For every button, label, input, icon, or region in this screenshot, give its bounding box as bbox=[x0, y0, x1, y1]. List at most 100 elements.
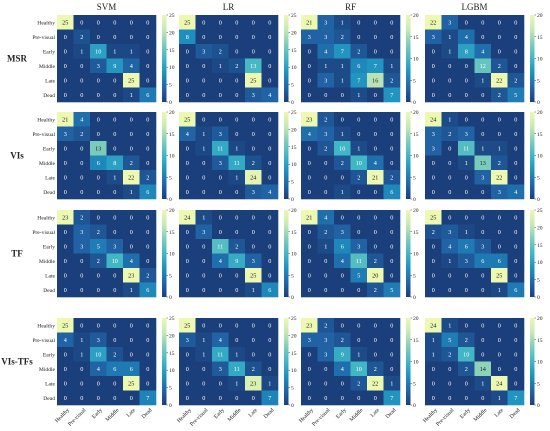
cell-value: 10 bbox=[112, 258, 118, 265]
predicted-class-label: Pre-visual bbox=[67, 407, 88, 428]
cell-value: 0 bbox=[481, 20, 484, 27]
cell-value: 2 bbox=[341, 160, 344, 167]
cell-value: 0 bbox=[481, 337, 484, 344]
heatmap-cell bbox=[261, 224, 279, 240]
colorbar bbox=[284, 210, 289, 297]
cell-value: 0 bbox=[268, 258, 271, 265]
heatmap-cell bbox=[317, 210, 335, 225]
heatmap-cell bbox=[317, 112, 335, 127]
cell-value: 0 bbox=[202, 34, 205, 41]
cell-value: 4 bbox=[308, 131, 311, 138]
heatmap-cell bbox=[139, 376, 157, 391]
heatmap-cell bbox=[301, 332, 318, 348]
feature-set-label-msr: MSR bbox=[7, 54, 28, 64]
cell-value: 0 bbox=[390, 244, 393, 251]
cell-value: 0 bbox=[80, 273, 83, 280]
true-class-label: Pre-visual bbox=[32, 230, 55, 236]
heatmap-cell bbox=[73, 347, 91, 362]
cell-value: 8 bbox=[465, 49, 468, 56]
heatmap-cell bbox=[491, 141, 508, 156]
colorbar-tick-label: 15 bbox=[169, 132, 175, 138]
cell-value: 0 bbox=[268, 352, 271, 359]
colorbar-tick-label: 10 bbox=[537, 360, 543, 366]
cell-value: 1 bbox=[357, 92, 360, 99]
heatmap-cell bbox=[212, 224, 229, 240]
cell-value: 1 bbox=[498, 287, 501, 294]
cell-value: 2 bbox=[465, 366, 468, 373]
confusion-matrix-vis-tfs-lgbm: 24 1 0 0 0 01 5 2 0 0 01 2 10 0 0 00 0 2 14 0 00 0 0 1 24 00 0 0 0 1 7… bbox=[422, 316, 543, 428]
heatmap-cell bbox=[301, 361, 318, 377]
cell-value: 6 bbox=[146, 92, 149, 99]
cell-value: 2 bbox=[130, 160, 133, 167]
cell-value: 0 bbox=[235, 287, 238, 294]
cell-value: 3 bbox=[448, 229, 451, 236]
cell-value: 0 bbox=[130, 229, 133, 236]
heatmap-cell bbox=[57, 347, 74, 362]
colorbar bbox=[284, 112, 289, 199]
heatmap-cell bbox=[458, 332, 475, 348]
cell-value: 0 bbox=[498, 229, 501, 236]
cell-value: 0 bbox=[432, 395, 435, 402]
cell-value: 0 bbox=[130, 323, 133, 330]
heatmap-cell bbox=[195, 332, 213, 348]
heatmap-cell bbox=[261, 239, 279, 254]
cell-value: 0 bbox=[374, 189, 377, 196]
cell-value: 0 bbox=[252, 323, 255, 330]
heatmap-cell bbox=[179, 347, 196, 362]
heatmap-cell bbox=[383, 318, 401, 333]
heatmap-cell bbox=[441, 44, 459, 59]
cell-value: 3 bbox=[97, 63, 100, 70]
cell-value: 7 bbox=[390, 92, 393, 99]
cell-value: 0 bbox=[341, 381, 344, 388]
colorbar-tick-label: 10 bbox=[413, 360, 419, 366]
cell-value: 4 bbox=[130, 258, 133, 265]
predicted-class-label: Early bbox=[213, 407, 226, 420]
heatmap-cell bbox=[123, 170, 140, 185]
cell-value: 3 bbox=[80, 229, 83, 236]
heatmap-cell bbox=[425, 210, 442, 225]
cell-value: 1 bbox=[113, 49, 116, 56]
heatmap-cell bbox=[474, 347, 492, 362]
cell-value: 0 bbox=[80, 381, 83, 388]
heatmap-cell bbox=[301, 376, 318, 391]
heatmap-cell bbox=[425, 155, 442, 171]
cell-value: 0 bbox=[146, 366, 149, 373]
heatmap-cell bbox=[139, 170, 157, 185]
heatmap-cell bbox=[441, 390, 459, 406]
cell-value: 0 bbox=[64, 78, 67, 85]
cell-value: 0 bbox=[465, 273, 468, 280]
cell-value: 0 bbox=[498, 215, 501, 222]
cell-value: 0 bbox=[324, 366, 327, 373]
cell-value: 0 bbox=[465, 287, 468, 294]
cell-value: 1 bbox=[481, 381, 484, 388]
heatmap-cell bbox=[245, 347, 262, 362]
cell-value: 0 bbox=[80, 92, 83, 99]
heatmap-cell bbox=[301, 44, 318, 59]
heatmap-cell bbox=[441, 347, 459, 362]
cell-value: 0 bbox=[202, 258, 205, 265]
cell-value: 0 bbox=[252, 337, 255, 344]
colorbar bbox=[406, 112, 411, 199]
cell-value: 0 bbox=[481, 215, 484, 222]
cell-value: 2 bbox=[235, 244, 238, 251]
colorbar bbox=[162, 210, 167, 297]
heatmap-cell bbox=[458, 44, 475, 59]
heatmap-cell bbox=[301, 239, 318, 254]
heatmap-cell bbox=[106, 141, 124, 156]
colorbar-tick-label: 5 bbox=[291, 180, 294, 186]
heatmap-cell bbox=[139, 253, 157, 269]
heatmap-cell bbox=[73, 126, 91, 142]
colorbar bbox=[162, 318, 167, 405]
cell-value: 0 bbox=[498, 323, 501, 330]
heatmap-cell bbox=[228, 170, 246, 185]
cell-value: 0 bbox=[465, 20, 468, 27]
cell-value: 0 bbox=[357, 229, 360, 236]
heatmap-cell bbox=[425, 15, 442, 30]
cell-value: 0 bbox=[130, 337, 133, 344]
cell-value: 7 bbox=[341, 49, 344, 56]
cell-value: 0 bbox=[308, 395, 311, 402]
heatmap-cell bbox=[179, 361, 196, 377]
heatmap-cell bbox=[57, 44, 74, 59]
heatmap-cell bbox=[474, 126, 492, 142]
heatmap-cell bbox=[350, 332, 368, 348]
